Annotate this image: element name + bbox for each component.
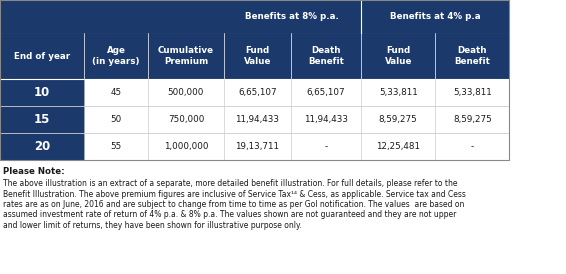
- Text: Age
(in years): Age (in years): [92, 46, 140, 67]
- Text: 750,000: 750,000: [168, 115, 204, 124]
- Text: End of year: End of year: [14, 52, 70, 61]
- Text: 11,94,433: 11,94,433: [304, 115, 348, 124]
- Text: Benefit Illustration. The above premium figures are inclusive of Service Tax¹⁴ &: Benefit Illustration. The above premium …: [3, 190, 466, 199]
- Text: 50: 50: [110, 115, 122, 124]
- Bar: [0, 106, 509, 133]
- Text: and lower limit of returns, they have been shown for illustrative purpose only.: and lower limit of returns, they have be…: [3, 221, 302, 230]
- Bar: [0, 106, 84, 133]
- Bar: [0, 0, 509, 33]
- Text: 45: 45: [110, 89, 122, 97]
- Text: Benefits at 4% p.a: Benefits at 4% p.a: [390, 12, 481, 21]
- Text: 5,33,811: 5,33,811: [453, 89, 492, 97]
- Text: Death
Benefit: Death Benefit: [454, 46, 490, 67]
- Text: 8,59,275: 8,59,275: [379, 115, 418, 124]
- Text: 8,59,275: 8,59,275: [453, 115, 492, 124]
- Bar: [0, 79, 509, 106]
- Text: 55: 55: [110, 142, 122, 151]
- Text: Death
Benefit: Death Benefit: [308, 46, 344, 67]
- Text: 1,000,000: 1,000,000: [164, 142, 208, 151]
- Text: 12,25,481: 12,25,481: [376, 142, 420, 151]
- Text: 500,000: 500,000: [168, 89, 204, 97]
- Text: 6,65,107: 6,65,107: [307, 89, 345, 97]
- Text: 5,33,811: 5,33,811: [379, 89, 418, 97]
- Text: Benefits at 8% p.a.: Benefits at 8% p.a.: [246, 12, 339, 21]
- Text: 15: 15: [34, 113, 50, 126]
- Text: Fund
Value: Fund Value: [384, 46, 412, 67]
- Text: The above illustration is an extract of a separate, more detailed benefit illust: The above illustration is an extract of …: [3, 179, 457, 188]
- Text: -: -: [324, 142, 328, 151]
- Bar: [0, 133, 84, 160]
- Bar: [0, 133, 509, 160]
- Text: Cumulative
Premium: Cumulative Premium: [158, 46, 214, 67]
- Text: 6,65,107: 6,65,107: [238, 89, 277, 97]
- Bar: [0, 79, 84, 106]
- Text: Please Note:: Please Note:: [3, 167, 65, 176]
- Text: 10: 10: [34, 86, 50, 99]
- Text: rates are as on June, 2016 and are subject to change from time to time as per Go: rates are as on June, 2016 and are subje…: [3, 200, 464, 209]
- Text: Fund
Value: Fund Value: [243, 46, 271, 67]
- Text: 11,94,433: 11,94,433: [235, 115, 279, 124]
- Text: assumed investment rate of return of 4% p.a. & 8% p.a. The values shown are not : assumed investment rate of return of 4% …: [3, 210, 456, 219]
- Text: 20: 20: [34, 140, 50, 153]
- Text: 19,13,711: 19,13,711: [235, 142, 279, 151]
- Bar: [0, 33, 509, 79]
- Text: -: -: [471, 142, 474, 151]
- Bar: [0, 0, 509, 160]
